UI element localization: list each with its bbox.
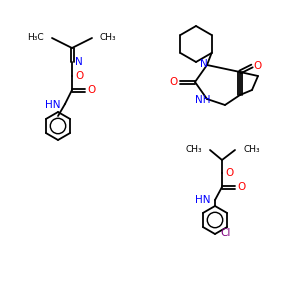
Text: O: O: [87, 85, 95, 95]
Text: Cl: Cl: [220, 228, 230, 238]
Text: NH: NH: [195, 95, 211, 105]
Text: O: O: [225, 168, 233, 178]
Text: O: O: [75, 71, 83, 81]
Text: N: N: [75, 57, 83, 67]
Text: H₃C: H₃C: [27, 32, 44, 41]
Text: N: N: [200, 59, 208, 69]
Text: O: O: [254, 61, 262, 71]
Text: CH₃: CH₃: [243, 145, 260, 154]
Text: CH₃: CH₃: [100, 32, 117, 41]
Text: HN: HN: [44, 100, 60, 110]
Text: CH₃: CH₃: [185, 145, 202, 154]
Text: O: O: [237, 182, 245, 192]
Text: HN: HN: [196, 195, 211, 205]
Text: O: O: [170, 77, 178, 87]
